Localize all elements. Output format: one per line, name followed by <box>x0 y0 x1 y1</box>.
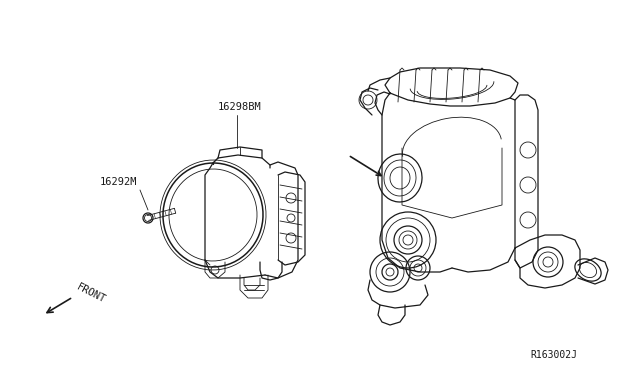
Text: R163002J: R163002J <box>530 350 577 360</box>
Text: 16292M: 16292M <box>100 177 138 187</box>
Text: 16298BM: 16298BM <box>218 102 262 112</box>
Text: FRONT: FRONT <box>75 282 108 305</box>
